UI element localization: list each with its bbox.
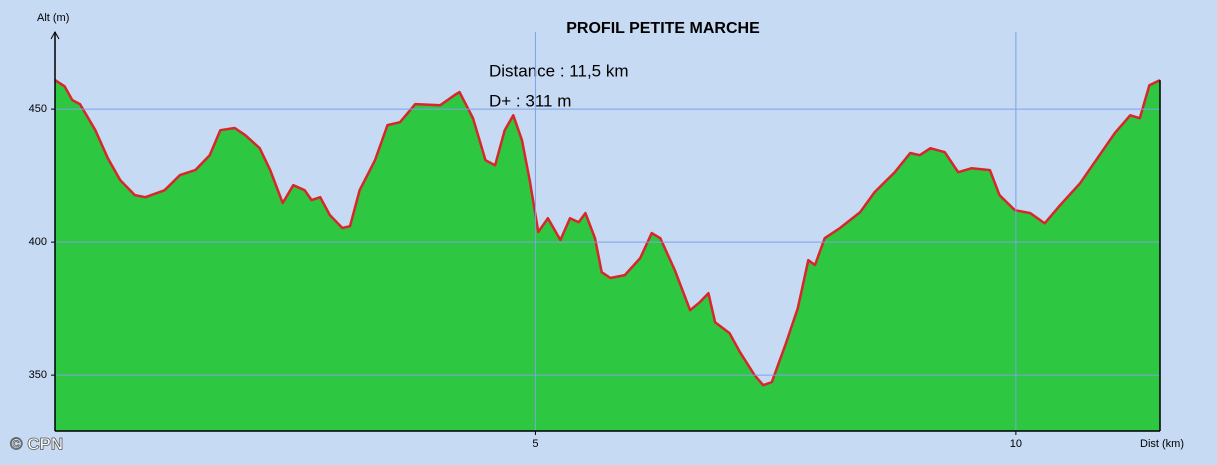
annotation: Distance : 11,5 km — [489, 61, 629, 80]
x-axis-label: Dist (km) — [1140, 438, 1184, 450]
x-tick-label: 10 — [1010, 438, 1022, 450]
y-axis-arrow — [50, 30, 60, 40]
y-tick-label: 400 — [29, 236, 47, 248]
y-tick-label: 450 — [29, 103, 47, 115]
credit: © CPN — [10, 434, 63, 453]
area — [55, 80, 1160, 431]
chart-title: PROFIL PETITE MARCHE — [566, 20, 760, 37]
y-axis-label: Alt (m) — [37, 12, 69, 24]
y-tick-label: 350 — [29, 369, 47, 381]
x-tick-label: 5 — [532, 438, 538, 450]
annotation: D+ : 311 m — [489, 91, 571, 110]
profile-line — [54, 78, 1161, 387]
